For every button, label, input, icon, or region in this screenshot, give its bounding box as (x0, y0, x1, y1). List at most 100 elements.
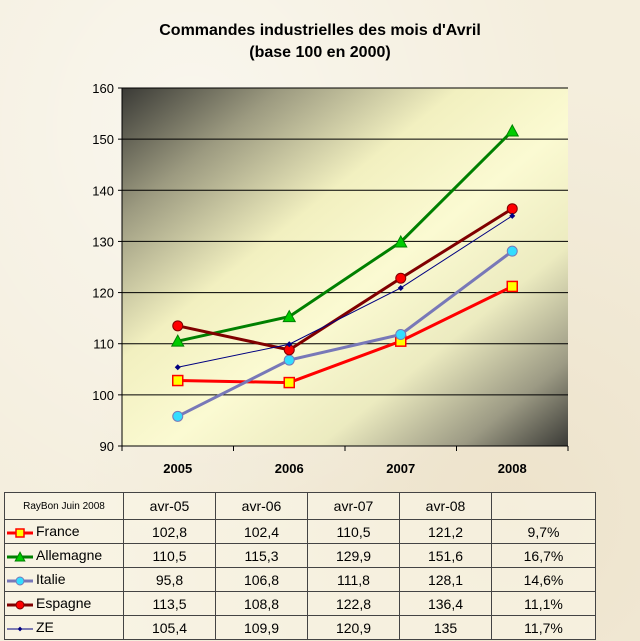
value-cell: 102,4 (215, 519, 308, 544)
legend-key-icon (7, 527, 33, 538)
value-cell: 115,3 (215, 543, 308, 568)
data-table: RayBon Juin 2008 avr-05 avr-06 avr-07 av… (4, 492, 596, 640)
value-cell: 105,4 (123, 615, 216, 640)
value-cell: 102,8 (123, 519, 216, 544)
data-point (14, 550, 26, 562)
column-header: avr-08 (399, 492, 492, 520)
row-label: France (4, 519, 124, 544)
data-point (283, 354, 295, 366)
legend-key-icon (7, 626, 33, 632)
column-header: avr-07 (307, 492, 400, 520)
data-point (172, 374, 184, 387)
data-point (395, 272, 407, 284)
row-label: Italie (4, 567, 124, 592)
table-row: Allemagne 110,5 115,3 129,9 151,6 16,7% (4, 543, 596, 568)
y-tick-label: 100 (92, 388, 114, 403)
x-tick-label: 2006 (275, 461, 304, 476)
series-line (177, 207, 514, 352)
growth-cell: 14,6% (491, 567, 596, 592)
row-label: ZE (4, 615, 124, 640)
data-point (395, 329, 407, 341)
table-row: Espagne 113,5 108,8 122,8 136,4 11,1% (4, 591, 596, 616)
data-point (506, 280, 518, 293)
y-tick-label: 90 (100, 439, 114, 454)
credit-text: RayBon Juin 2008 (4, 492, 124, 520)
series-name: Espagne (36, 595, 92, 612)
table-row: ZE 105,4 109,9 120,9 135 11,7% (4, 615, 596, 640)
data-point (172, 410, 184, 422)
value-cell: 109,9 (215, 615, 308, 640)
value-cell: 151,6 (399, 543, 492, 568)
line-chart: 90 100 110 120 130 140 150 160 2005 2006 2007 2008 (92, 81, 569, 476)
x-tick-label: 2007 (386, 461, 415, 476)
data-point (505, 123, 520, 137)
data-point (174, 364, 181, 371)
series-france (172, 280, 518, 389)
series-name: ZE (36, 619, 54, 636)
row-label: Espagne (4, 591, 124, 616)
column-header (491, 492, 596, 520)
growth-cell: 9,7% (491, 519, 596, 544)
series-ze (174, 212, 516, 371)
data-point (509, 212, 516, 219)
value-cell: 136,4 (399, 591, 492, 616)
x-tick-label: 2005 (163, 461, 192, 476)
data-point (15, 576, 25, 586)
value-cell: 95,8 (123, 567, 216, 592)
table-header-row: RayBon Juin 2008 avr-05 avr-06 avr-07 av… (4, 492, 596, 520)
series-espagne (172, 203, 518, 356)
value-cell: 121,2 (399, 519, 492, 544)
value-cell: 110,5 (123, 543, 216, 568)
chart-title-line1: Commandes industrielles des mois d'Avril (159, 22, 481, 39)
y-tick-label: 150 (92, 132, 114, 147)
series-name: Italie (36, 571, 66, 588)
series-name: France (36, 523, 80, 540)
growth-cell: 11,1% (491, 591, 596, 616)
value-cell: 135 (399, 615, 492, 640)
column-header: avr-05 (123, 492, 216, 520)
value-cell: 111,8 (307, 567, 400, 592)
table-row: France 102,8 102,4 110,5 121,2 9,7% (4, 519, 596, 544)
data-point (17, 626, 23, 632)
value-cell: 129,9 (307, 543, 400, 568)
series-line (177, 285, 513, 385)
value-cell: 122,8 (307, 591, 400, 616)
legend-key-icon (7, 550, 33, 562)
series-line (177, 129, 514, 343)
x-tick-label: 2008 (498, 461, 527, 476)
value-cell: 108,8 (215, 591, 308, 616)
growth-cell: 11,7% (491, 615, 596, 640)
column-header: avr-06 (215, 492, 308, 520)
data-point (393, 234, 408, 248)
data-point (282, 309, 297, 323)
data-point (506, 203, 518, 215)
data-point (506, 245, 518, 257)
series-line (177, 249, 514, 418)
data-point (15, 600, 25, 610)
series-italie (172, 245, 518, 422)
legend-key-icon (7, 576, 33, 586)
series-line (177, 215, 513, 368)
y-tick-label: 120 (92, 286, 114, 301)
series-name: Allemagne (36, 547, 103, 564)
value-cell: 110,5 (307, 519, 400, 544)
value-cell: 113,5 (123, 591, 216, 616)
table-row: Italie 95,8 106,8 111,8 128,1 14,6% (4, 567, 596, 592)
value-cell: 106,8 (215, 567, 308, 592)
y-tick-label: 140 (92, 183, 114, 198)
value-cell: 120,9 (307, 615, 400, 640)
y-tick-label: 110 (93, 337, 114, 352)
y-tick-label: 130 (92, 234, 114, 249)
data-point (15, 527, 25, 538)
value-cell: 128,1 (399, 567, 492, 592)
data-point (397, 284, 404, 291)
y-tick-label: 160 (92, 81, 114, 96)
row-label: Allemagne (4, 543, 124, 568)
chart-title-line2: (base 100 en 2000) (249, 44, 391, 61)
legend-key-icon (7, 600, 33, 610)
series-allemagne (170, 123, 520, 347)
chart-title: Commandes industrielles des mois d'Avril… (0, 20, 640, 64)
data-point (172, 320, 184, 332)
data-point (286, 341, 293, 348)
growth-cell: 16,7% (491, 543, 596, 568)
